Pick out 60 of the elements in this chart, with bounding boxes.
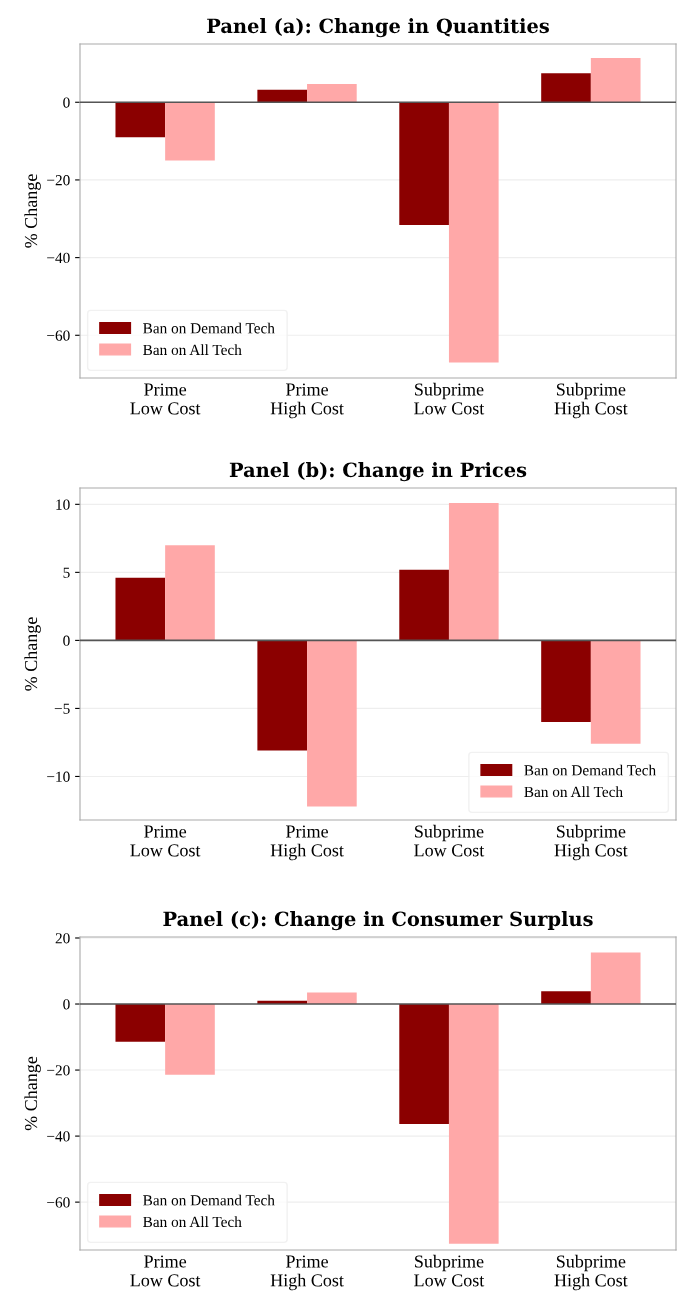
y-tick-label: 5	[63, 567, 70, 578]
x-tick-label: Subprime High Cost	[554, 1254, 628, 1291]
x-tick-label: Subprime Low Cost	[414, 1254, 485, 1287]
bar	[115, 1004, 166, 1042]
bar	[115, 102, 166, 138]
x-tick-label: Prime High Cost	[270, 383, 344, 419]
legend-label: Ban on Demand Tech	[143, 322, 275, 334]
x-tick-label: Subprime High Cost	[554, 824, 628, 861]
x-tick-label: Subprime Low Cost	[414, 382, 485, 415]
chart-title: Panel (a): Change in Quantities	[207, 18, 549, 38]
x-tick-label: Prime Low Cost	[130, 825, 201, 857]
bar	[399, 102, 449, 225]
y-tick-label: −40	[47, 1131, 70, 1142]
bar	[590, 952, 641, 1005]
bar	[448, 1004, 499, 1244]
bar	[541, 73, 591, 103]
bar	[590, 640, 641, 744]
bar	[590, 57, 641, 103]
y-tick-label: −40	[47, 252, 70, 264]
y-axis-title: % Change	[24, 1056, 41, 1131]
chart-title: Panel (c): Change in Consumer Surplus	[163, 911, 593, 931]
bar	[115, 577, 166, 641]
bar	[307, 84, 357, 103]
y-tick-label: −60	[47, 330, 70, 341]
bar	[165, 102, 215, 161]
y-tick-label: −20	[47, 175, 70, 186]
bar	[399, 569, 449, 641]
legend-label: Ban on Demand Tech	[143, 1194, 275, 1206]
y-tick-label: 0	[63, 97, 70, 108]
y-tick-label: 0	[63, 999, 70, 1010]
bar	[448, 502, 499, 641]
legend-label: Ban on All Tech	[524, 786, 623, 798]
bar	[257, 640, 308, 751]
x-tick-label: Prime Low Cost	[130, 1255, 201, 1287]
y-tick-label: 10	[56, 499, 70, 510]
bar	[541, 991, 591, 1005]
y-tick-label: −60	[47, 1197, 70, 1208]
bar	[448, 102, 499, 363]
bar	[165, 1004, 215, 1075]
x-tick-label: Subprime High Cost	[554, 382, 628, 419]
y-tick-label: −10	[47, 771, 70, 782]
bar	[165, 545, 215, 641]
x-tick-label: Prime High Cost	[270, 825, 344, 861]
bar	[541, 640, 591, 723]
legend-label: Ban on All Tech	[143, 344, 242, 356]
bar	[307, 640, 357, 807]
x-tick-label: Subprime Low Cost	[414, 824, 485, 857]
x-tick-label: Prime Low Cost	[130, 383, 201, 415]
legend-label: Ban on All Tech	[143, 1216, 242, 1228]
bar	[399, 1004, 449, 1124]
bar	[307, 992, 357, 1005]
legend-label: Ban on Demand Tech	[524, 764, 656, 776]
y-axis-title: % Change	[24, 174, 41, 248]
y-tick-label: −5	[54, 703, 70, 714]
y-tick-label: −20	[47, 1065, 70, 1076]
y-tick-label: 20	[55, 933, 70, 944]
chart-title: Panel (b): Change in Prices	[229, 462, 527, 482]
x-tick-label: Prime High Cost	[270, 1255, 344, 1291]
y-tick-label: 0	[63, 635, 70, 646]
y-axis-title: % Change	[24, 617, 41, 691]
